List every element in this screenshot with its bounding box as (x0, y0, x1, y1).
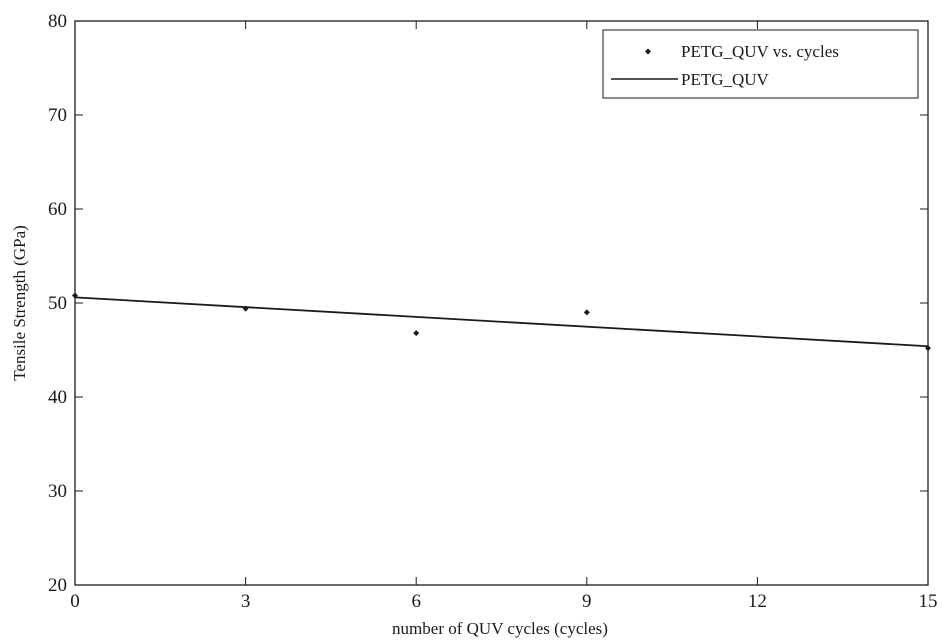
y-tick-label: 80 (48, 11, 67, 32)
data-point (242, 305, 249, 312)
legend-label-line: PETG_QUV (681, 70, 770, 89)
x-axis-label: number of QUV cycles (cycles) (392, 619, 608, 638)
legend-label-points: PETG_QUV vs. cycles (681, 42, 839, 61)
legend: PETG_QUV vs. cycles PETG_QUV (602, 29, 919, 99)
x-tick-label: 6 (411, 591, 421, 612)
x-ticks: 0 3 6 9 12 15 (70, 21, 938, 612)
fit-line (74, 296, 929, 348)
axes-box (74, 20, 929, 586)
y-tick-label: 20 (48, 575, 67, 596)
y-tick-label: 70 (48, 105, 67, 126)
x-tick-label: 12 (748, 591, 767, 612)
y-tick-label: 50 (48, 293, 67, 314)
data-point (413, 330, 420, 337)
legend-box (602, 29, 919, 99)
x-tick-label: 3 (241, 591, 251, 612)
x-tick-label: 9 (582, 591, 592, 612)
y-ticks: 20 30 40 50 60 70 80 (48, 11, 928, 596)
x-tick-label: 0 (70, 591, 80, 612)
x-tick-label: 15 (919, 591, 938, 612)
y-tick-label: 60 (48, 199, 67, 220)
data-point (583, 309, 590, 316)
data-point (925, 345, 931, 352)
legend-marker-points (645, 48, 651, 55)
data-point (72, 292, 78, 299)
y-tick-label: 30 (48, 481, 67, 502)
plot-area: 0 3 6 9 12 15 20 30 40 50 60 70 80 (48, 11, 938, 612)
y-axis-label: Tensile Strength (GPa) (10, 225, 29, 381)
series-layer (72, 292, 931, 352)
y-tick-label: 40 (48, 387, 67, 408)
